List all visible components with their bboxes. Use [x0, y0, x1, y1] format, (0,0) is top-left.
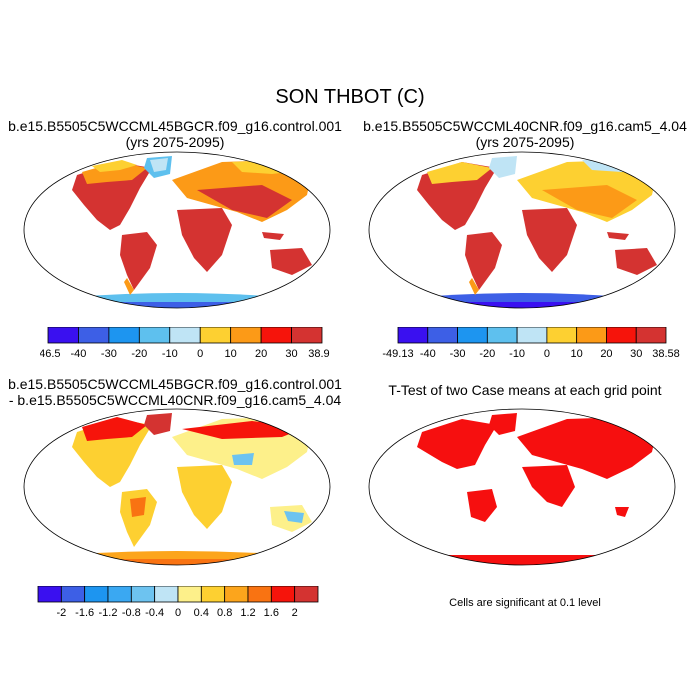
- colorbar-swatch: [516, 327, 548, 344]
- colorbar-swatch: [260, 327, 292, 344]
- colorbar-swatch: [200, 586, 226, 603]
- colorbar-tick-label: -30: [101, 348, 117, 360]
- colorbar-tick-label: 38.58: [652, 348, 680, 360]
- colorbar-tick-label: 1.2: [240, 607, 255, 619]
- colorbar-swatch: [397, 327, 429, 344]
- map-difference: [23, 408, 331, 566]
- colorbar-tick-label: -0.8: [122, 607, 141, 619]
- panel-title-line2: (yrs 2075-2095): [125, 134, 225, 150]
- colorbar-swatch: [107, 586, 132, 603]
- panel-title-line2: - b.e15.B5505C5WCCML40CNR.f09_g16.cam5_4…: [8, 392, 342, 408]
- colorbar-tick-label: -40: [70, 348, 86, 360]
- colorbar-tick-label: 30: [285, 348, 297, 360]
- colorbar-tick-label: 0.4: [194, 607, 209, 619]
- colorbar-tick-label: -1.2: [99, 607, 118, 619]
- panel-title-line1: b.e15.B5505C5WCCML40CNR.f09_g16.cam5_4.0…: [363, 118, 687, 134]
- significance-note: Cells are significant at 0.1 level: [449, 597, 601, 609]
- colorbar-swatch: [486, 327, 518, 344]
- map-case1: [23, 151, 331, 309]
- colorbar-tick-label: 0: [175, 607, 181, 619]
- colorbar-swatch: [177, 586, 202, 603]
- colorbar-tick-label: 10: [225, 348, 237, 360]
- colorbar-tick-label: 1.6: [264, 607, 279, 619]
- colorbar-swatch: [546, 327, 578, 344]
- map-ttest: [368, 408, 676, 566]
- colorbar-tick-label: 30: [630, 348, 642, 360]
- colorbar-tick-label: 0.8: [217, 607, 232, 619]
- colorbar-tick-label: 20: [600, 348, 612, 360]
- colorbar-tick-label: -1.6: [75, 607, 94, 619]
- panel-title-line2: (yrs 2075-2095): [475, 134, 575, 150]
- colorbar-swatch: [457, 327, 488, 344]
- panel-title-difference: b.e15.B5505C5WCCML45BGCR.f09_g16.control…: [0, 376, 350, 408]
- colorbar-tick-label: 38.96: [308, 348, 330, 360]
- main-title: SON THBOT (C): [275, 86, 425, 108]
- colorbar-case1: -46.5 -40 -30 -20 -10 0 10 20 30 38.96: [40, 327, 330, 360]
- colorbar-swatch: [78, 327, 110, 344]
- colorbar-swatch: [270, 586, 296, 603]
- colorbar-tick-label: -46.5: [40, 348, 61, 360]
- colorbar-swatch: [108, 327, 140, 344]
- colorbar-tick-label: -20: [479, 348, 495, 360]
- colorbar-tick-label: -30: [450, 348, 466, 360]
- colorbar-swatch: [47, 327, 79, 344]
- colorbar-swatch: [247, 586, 272, 603]
- colorbar-swatch: [294, 586, 319, 603]
- colorbar-tick-label: -10: [509, 348, 525, 360]
- colorbar-swatch: [576, 327, 607, 344]
- colorbar-swatch: [60, 586, 86, 603]
- panel-title-line1: b.e15.B5505C5WCCML45BGCR.f09_g16.control…: [8, 118, 342, 134]
- panel-title-line1: b.e15.B5505C5WCCML45BGCR.f09_g16.control…: [8, 376, 342, 392]
- colorbar-difference: -2 -1.6 -1.2 -0.8 -0.4 0 0.4 0.8 1.2 1.6 2: [37, 586, 319, 619]
- panel-title-case2: b.e15.B5505C5WCCML40CNR.f09_g16.cam5_4.0…: [350, 118, 700, 150]
- colorbar-tick-label: -20: [131, 348, 147, 360]
- colorbar-tick-label: -49.13: [382, 348, 413, 360]
- colorbar-swatch: [427, 327, 458, 344]
- colorbar-swatch: [635, 327, 667, 344]
- colorbar-tick-label: -40: [420, 348, 436, 360]
- colorbar-swatch: [138, 327, 171, 344]
- colorbar-tick-label: -10: [162, 348, 178, 360]
- colorbar-swatch: [169, 327, 201, 344]
- colorbar-tick-label: 2: [292, 607, 298, 619]
- colorbar-tick-label: -0.4: [145, 607, 164, 619]
- colorbar-tick-label: 0: [197, 348, 203, 360]
- colorbar-swatch: [199, 327, 232, 344]
- panel-title-line1: T-Test of two Case means at each grid po…: [388, 382, 662, 398]
- panel-title-ttest: T-Test of two Case means at each grid po…: [350, 382, 700, 398]
- colorbar-swatch: [84, 586, 109, 603]
- colorbar-case2: -49.13 -40 -30 -20 -10 0 10 20 30 38.58: [382, 327, 680, 360]
- colorbar-swatch: [291, 327, 323, 344]
- colorbar-tick-label: 0: [544, 348, 550, 360]
- colorbar-tick-label: -2: [56, 607, 66, 619]
- colorbar-swatch: [37, 586, 62, 603]
- panel-title-case1: b.e15.B5505C5WCCML45BGCR.f09_g16.control…: [0, 118, 350, 150]
- colorbar-swatch: [130, 586, 156, 603]
- colorbar-swatch: [230, 327, 262, 344]
- colorbar-swatch: [224, 586, 249, 603]
- colorbar-swatch: [606, 327, 637, 344]
- map-case2: [368, 151, 676, 309]
- colorbar-tick-label: 10: [571, 348, 583, 360]
- colorbar-swatch: [154, 586, 179, 603]
- colorbar-tick-label: 20: [255, 348, 267, 360]
